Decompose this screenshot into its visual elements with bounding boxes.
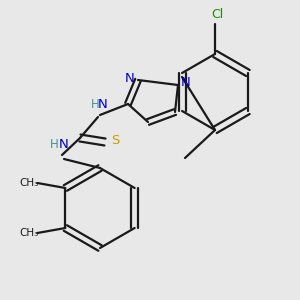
Text: CH₃: CH₃	[20, 228, 39, 238]
Text: Cl: Cl	[211, 8, 223, 20]
Text: CH₃: CH₃	[20, 178, 39, 188]
Text: N: N	[125, 71, 135, 85]
Text: H: H	[91, 98, 99, 112]
Text: H: H	[50, 139, 58, 152]
Text: N: N	[181, 76, 191, 89]
Text: N: N	[98, 98, 108, 112]
Text: S: S	[111, 134, 119, 146]
Text: N: N	[59, 139, 69, 152]
